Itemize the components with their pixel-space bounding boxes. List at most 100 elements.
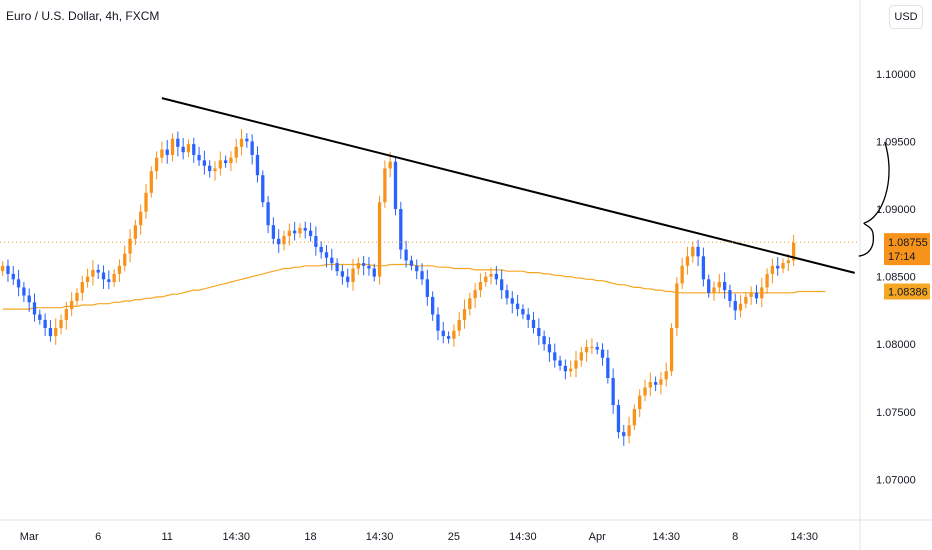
candle	[250, 134, 254, 165]
candle-body	[760, 287, 764, 299]
ma-value-tag	[884, 283, 930, 300]
candle	[11, 265, 15, 285]
candle-body	[96, 269, 100, 273]
candle	[282, 230, 286, 251]
candle	[590, 338, 594, 355]
candle-body	[579, 352, 583, 361]
candle	[574, 350, 578, 378]
candle	[717, 274, 721, 293]
candle-body	[776, 265, 780, 269]
candle	[547, 337, 552, 362]
candle-body	[632, 409, 637, 426]
candle	[515, 294, 520, 317]
candle	[791, 234, 796, 266]
candle-body	[292, 230, 297, 234]
candle-body	[208, 165, 212, 172]
candle	[176, 131, 180, 157]
candle-body	[64, 309, 69, 320]
candle-body	[181, 146, 185, 153]
candle	[43, 313, 47, 336]
moving-average-layer	[2, 263, 826, 310]
candle-body	[468, 298, 472, 310]
candle-body	[786, 260, 790, 264]
y-tick-label: 1.09500	[876, 136, 916, 148]
candle	[181, 138, 185, 160]
y-tick-label: 1.07500	[876, 407, 916, 419]
candle-body	[707, 279, 711, 293]
candle-body	[361, 263, 366, 266]
candle	[563, 359, 568, 380]
candle-body	[701, 256, 706, 280]
x-tick-label: 8	[732, 531, 738, 543]
candle-body	[415, 265, 419, 272]
candles-layer	[1, 129, 796, 446]
candle-body	[346, 276, 350, 283]
x-tick-label: 6	[95, 531, 101, 543]
symbol-title: Euro / U.S. Dollar, 4h, FXCM	[6, 9, 160, 23]
candle-body	[133, 225, 138, 239]
candle	[409, 255, 414, 271]
candle-body	[319, 246, 323, 253]
candle	[271, 217, 276, 245]
last-price-tag	[884, 233, 930, 266]
candle-body	[107, 279, 111, 283]
candle-body	[43, 319, 47, 328]
trendline	[161, 97, 855, 274]
candle-body	[712, 287, 716, 293]
x-tick-label: 14:30	[652, 531, 680, 543]
candle	[303, 221, 307, 239]
candle-body	[606, 357, 610, 379]
candle-body	[170, 138, 175, 155]
candle-body	[59, 319, 63, 328]
candle	[54, 318, 58, 345]
candle	[404, 240, 408, 268]
candle	[170, 133, 175, 162]
ma-value: 1.08386	[888, 286, 928, 298]
annotation-layer	[858, 141, 890, 257]
x-tick-label: 11	[162, 531, 173, 543]
candle-body	[558, 360, 562, 366]
candle	[101, 265, 106, 289]
candle-body	[526, 314, 530, 320]
candle	[160, 141, 164, 164]
candle-body	[441, 330, 445, 337]
candle	[691, 241, 695, 263]
candle-body	[781, 263, 785, 269]
candle-body	[574, 360, 578, 369]
candle-body	[197, 154, 201, 161]
candle	[48, 320, 53, 342]
currency-button[interactable]: USD	[889, 5, 923, 29]
candle-body	[213, 168, 217, 172]
candle-body	[420, 271, 424, 280]
candle-body	[112, 273, 116, 283]
candle-body	[462, 309, 467, 320]
candle-body	[234, 146, 238, 158]
candle	[399, 201, 403, 260]
candle	[372, 263, 376, 282]
y-tick-label: 1.09000	[876, 204, 916, 216]
candle	[351, 258, 355, 291]
candle	[123, 245, 127, 272]
candle-body	[494, 273, 499, 280]
candle-body	[648, 382, 652, 388]
candle-body	[1, 265, 5, 272]
candle-body	[383, 168, 387, 203]
candle	[542, 330, 546, 351]
x-tick-label: 14:30	[509, 531, 537, 543]
candle-body	[675, 283, 679, 328]
candle	[669, 323, 674, 376]
candle-body	[584, 346, 589, 353]
candle	[627, 416, 631, 444]
candle	[223, 155, 228, 168]
candle	[584, 339, 589, 362]
candle-body	[250, 141, 254, 155]
candle	[16, 269, 21, 297]
moving-average-line	[2, 263, 826, 310]
candle	[622, 424, 626, 446]
candle-body	[537, 328, 541, 337]
candle-body	[484, 276, 488, 283]
candle	[361, 255, 366, 276]
candle-body	[409, 260, 414, 266]
candle	[500, 269, 504, 299]
